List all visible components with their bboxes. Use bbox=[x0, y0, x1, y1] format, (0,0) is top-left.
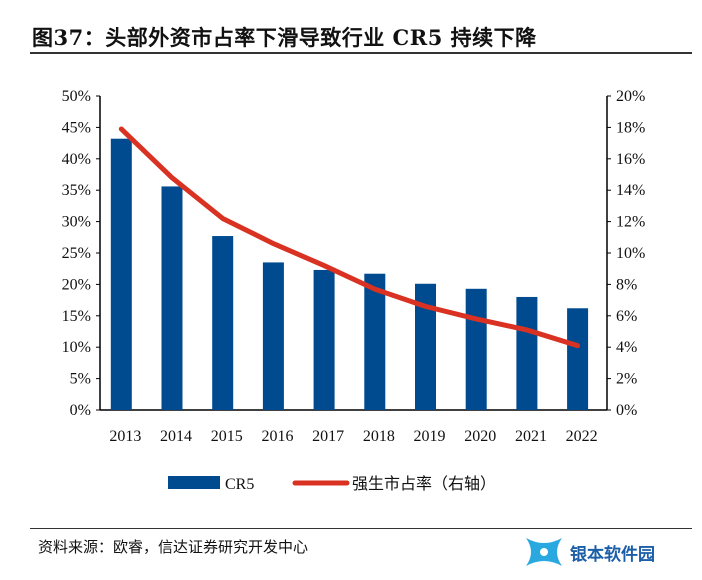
bar-2018 bbox=[364, 273, 386, 410]
watermark-logo: 银本软件园 bbox=[522, 530, 655, 574]
right-tick-label: 10% bbox=[616, 245, 645, 262]
right-tick-label: 2% bbox=[616, 371, 637, 388]
left-tick-label: 5% bbox=[70, 371, 91, 388]
legend-label-cr5: CR5 bbox=[225, 476, 254, 493]
x-tick-label: 2022 bbox=[566, 428, 598, 445]
right-tick-label: 18% bbox=[616, 119, 645, 136]
left-tick-label: 40% bbox=[62, 151, 91, 168]
bar-2017 bbox=[313, 269, 335, 410]
line-series bbox=[118, 126, 581, 349]
left-tick-label: 30% bbox=[62, 214, 91, 231]
bar-2022 bbox=[567, 308, 589, 410]
bar-2021 bbox=[516, 296, 538, 410]
left-tick-label: 35% bbox=[62, 182, 91, 199]
x-tick-label: 2017 bbox=[312, 428, 344, 445]
logo-icon bbox=[526, 538, 562, 566]
right-tick-label: 6% bbox=[616, 308, 637, 325]
right-tick-label: 12% bbox=[616, 214, 645, 231]
x-tick-label: 2015 bbox=[211, 428, 243, 445]
right-tick-label: 14% bbox=[616, 182, 645, 199]
x-tick-label: 2013 bbox=[109, 428, 141, 445]
bar-2014 bbox=[161, 186, 183, 410]
title-divider bbox=[30, 52, 692, 54]
left-tick-label: 45% bbox=[62, 119, 91, 136]
left-tick-label: 20% bbox=[62, 276, 91, 293]
right-tick-label: 16% bbox=[616, 151, 645, 168]
bar-2019 bbox=[414, 283, 436, 410]
x-tick-label: 2019 bbox=[414, 428, 446, 445]
figure-title: 图37：头部外资市占率下滑导致行业 CR5 持续下降 bbox=[32, 25, 537, 50]
legend-label-jnj: 强生市占率（右轴） bbox=[352, 475, 496, 493]
source-divider bbox=[30, 528, 692, 529]
left-tick-label: 50% bbox=[62, 88, 91, 105]
x-tick-label: 2014 bbox=[160, 428, 192, 445]
right-tick-label: 0% bbox=[616, 402, 637, 419]
x-tick-label: 2020 bbox=[464, 428, 496, 445]
legend-swatch-cr5 bbox=[168, 476, 220, 489]
bar-2013 bbox=[110, 138, 132, 411]
bar-2020 bbox=[465, 288, 487, 410]
right-tick-label: 8% bbox=[616, 276, 637, 293]
left-tick-label: 25% bbox=[62, 245, 91, 262]
right-tick-label: 4% bbox=[616, 339, 637, 356]
bar-2015 bbox=[212, 236, 234, 410]
left-tick-label: 15% bbox=[62, 308, 91, 325]
source-note: 资料来源：欧睿，信达证券研究开发中心 bbox=[38, 538, 309, 556]
right-tick-label: 20% bbox=[616, 88, 645, 105]
left-tick-label: 0% bbox=[70, 402, 91, 419]
bar-2016 bbox=[262, 262, 284, 410]
left-tick-label: 10% bbox=[62, 339, 91, 356]
x-tick-label: 2021 bbox=[515, 428, 547, 445]
logo-text: 银本软件园 bbox=[570, 544, 655, 565]
x-tick-label: 2018 bbox=[363, 428, 395, 445]
chart: 0% 5% 10% 15% 20% 25% 30% 35% 40% 45% 50% 0% 2% 4% 6% 8… bbox=[62, 88, 646, 493]
x-tick-label: 2016 bbox=[261, 428, 293, 445]
